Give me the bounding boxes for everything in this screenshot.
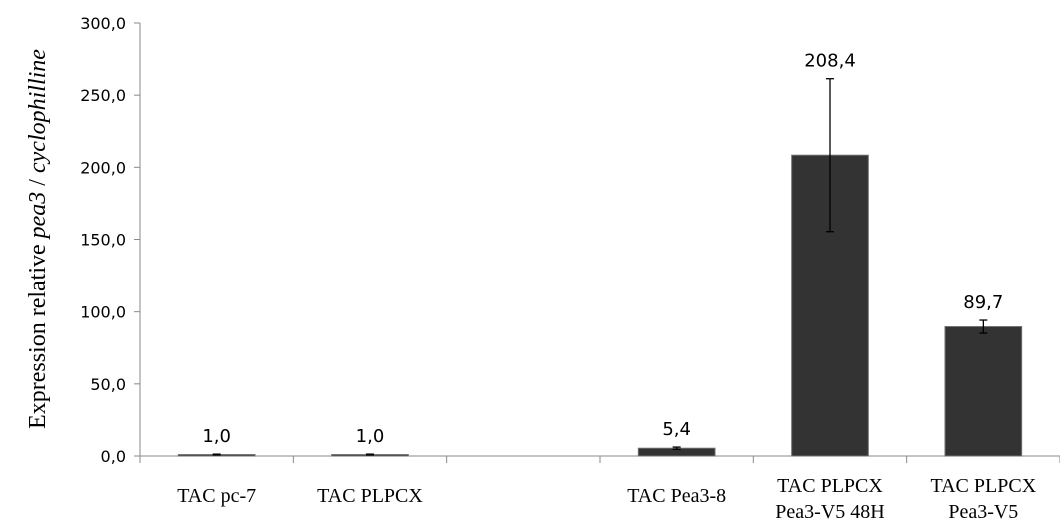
data-label: 1,0 (202, 426, 231, 447)
y-axis-label: Expression relative pea3 / cyclophilline (25, 49, 51, 429)
y-tick-label: 100,0 (80, 303, 126, 322)
x-tick-label: TAC Pea3-8 (627, 485, 726, 507)
y-tick-label: 150,0 (80, 231, 126, 250)
data-label: 1,0 (356, 426, 385, 447)
error-bar (366, 453, 374, 456)
bars (177, 78, 1023, 457)
data-label: 208,4 (804, 51, 856, 72)
x-tick-label: TAC PLPCX (317, 485, 423, 507)
error-bar (212, 453, 221, 456)
y-tick-label: 0,0 (101, 447, 126, 466)
x-tick-label: Pea3-V5 (948, 501, 1018, 523)
x-axis: TAC pc-7 TAC PLPCX TAC Pea3-8 TAC PLPCX Pea3… (139, 455, 1060, 523)
x-tick-label: Pea3-V5 48H (775, 501, 884, 523)
y-tick-label: 50,0 (90, 375, 126, 394)
data-label: 89,7 (963, 292, 1003, 313)
data-label: 5,4 (662, 419, 691, 440)
y-tick-label: 300,0 (80, 14, 126, 33)
y-axis: 0,0 50,0 100,0 150,0 200,0 250,0 300,0 (80, 14, 141, 466)
x-tick-label: TAC PLPCX (777, 475, 883, 497)
y-tick-label: 200,0 (80, 158, 126, 177)
x-tick-label: TAC pc-7 (177, 485, 256, 507)
bar (944, 326, 1023, 457)
data-labels: 1,0 1,0 5,4 208,4 89,7 (202, 51, 1003, 447)
error-bar (672, 446, 681, 451)
y-axis-title: Expression relative pea3 / cyclophilline (25, 49, 51, 429)
y-tick-label: 250,0 (80, 86, 126, 105)
error-bar (979, 319, 988, 334)
x-tick-label: TAC PLPCX (931, 475, 1037, 497)
error-bar (826, 78, 834, 233)
